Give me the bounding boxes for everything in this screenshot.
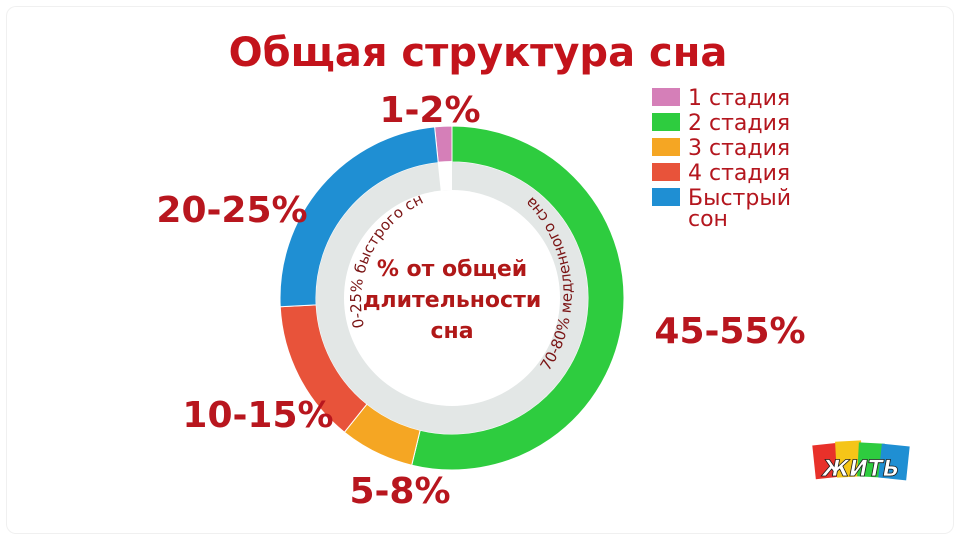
legend-swatch-rem [652, 188, 680, 206]
legend-label-rem-line-2: сон [688, 207, 728, 232]
channel-logo: ЖИТЬ [812, 440, 910, 482]
legend: 1 стадия 2 стадия 3 стадия 4 стадия Быст… [652, 86, 791, 232]
legend-label-stage-4: 4 стадия [688, 161, 790, 186]
chart-title: Общая структура сна [229, 30, 728, 76]
slice-label-stage-1: 1-2% [379, 90, 480, 131]
legend-label-stage-3: 3 стадия [688, 136, 790, 161]
legend-label-rem-line-1: Быстрый [688, 186, 791, 211]
logo-block-red [812, 442, 842, 480]
legend-swatch-stage-1 [652, 88, 680, 106]
center-label-line-3: сна [430, 319, 473, 344]
logo-block-yellow [835, 440, 863, 478]
slice-label-stage-3: 5-8% [349, 471, 450, 512]
inner-disk [316, 161, 588, 434]
slice-label-stage-2: 45-55% [654, 311, 805, 352]
center-label-line-2: длительности [363, 288, 542, 313]
legend-label-stage-1: 1 стадия [688, 86, 790, 111]
slice-label-rem: 20-25% [156, 190, 307, 231]
inner-disk-center [344, 190, 560, 406]
slice-label-stage-4: 10-15% [182, 395, 333, 436]
legend-swatch-stage-4 [652, 163, 680, 181]
donut-ring [279, 125, 625, 471]
inner-disk-notch [437, 161, 452, 191]
legend-swatch-stage-3 [652, 138, 680, 156]
center-label-line-1: % от общей [377, 257, 527, 282]
legend-label-stage-2: 2 стадия [688, 111, 790, 136]
donut-slice-stage-2 [411, 125, 625, 471]
logo-block-green [857, 442, 885, 478]
legend-swatch-stage-2 [652, 113, 680, 131]
logo-text: ЖИТЬ [820, 457, 899, 482]
logo-block-blue [878, 443, 910, 481]
